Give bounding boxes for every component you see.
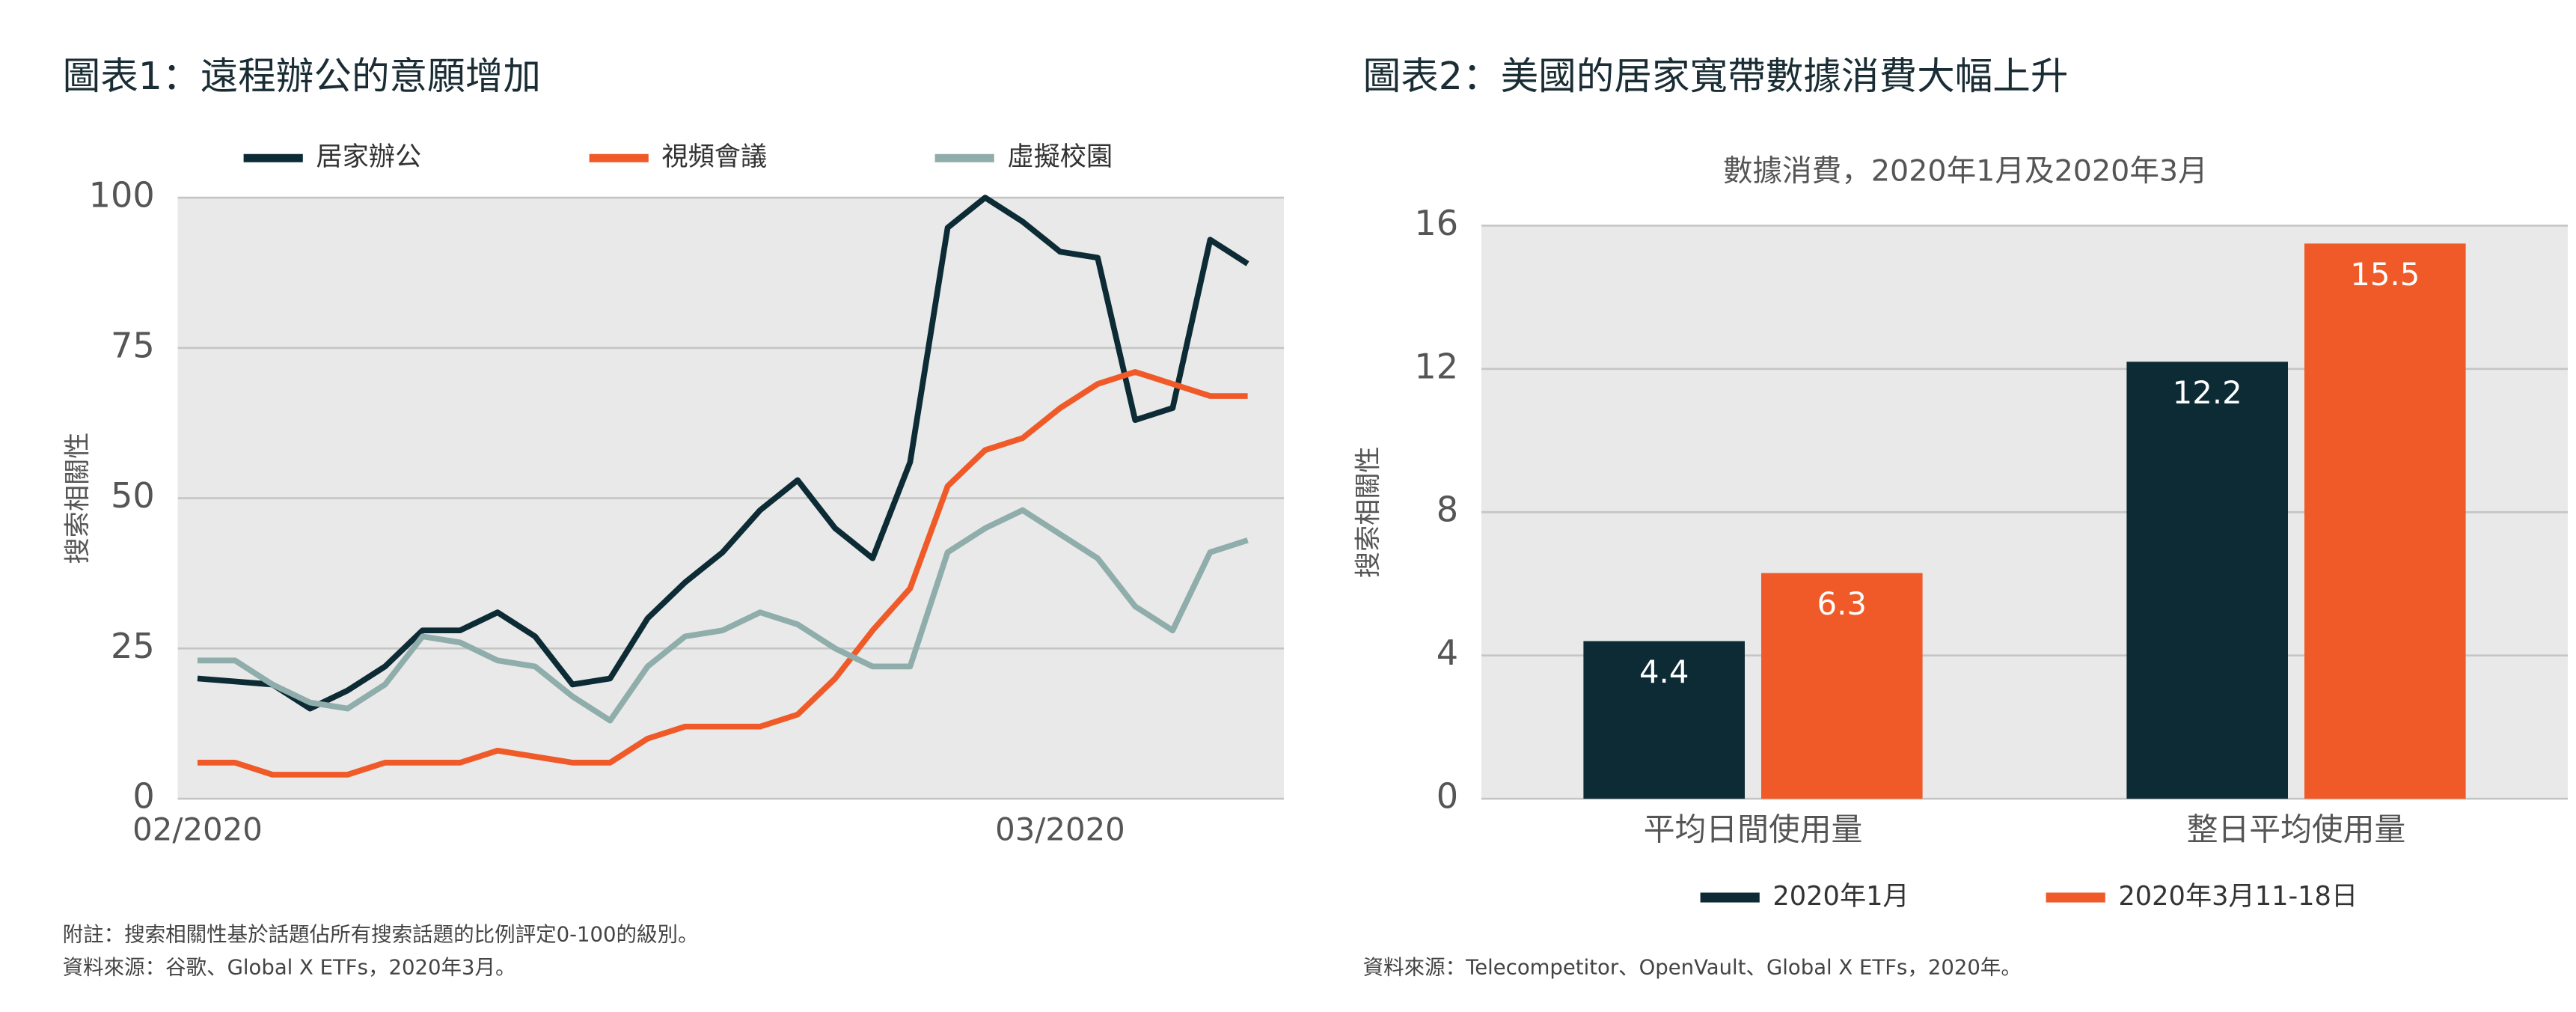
legend-label: 2020年3月11-18日 [2118,881,2358,912]
source: 資料來源：Telecompetitor、OpenVault、Global X E… [1363,956,2022,980]
y-tick-label: 4 [1437,632,1458,673]
bar [1761,573,1923,799]
chart-subtitle: 數據消費，2020年1月及2020年3月 [1723,154,2208,189]
x-tick-label: 整日平均使用量 [2187,811,2406,848]
chart-title: 圖表2：美國的居家寬帶數據消費大幅上升 [1363,54,2069,98]
y-tick-label: 25 [111,626,155,666]
line [197,195,1249,712]
x-tick-label: 02/2020 [132,811,263,848]
value-label: 6.3 [1817,585,1867,622]
chart-title: 圖表1：遠程辦公的意願增加 [63,54,541,98]
value-label: 15.5 [2350,256,2420,293]
source: 資料來源：谷歌、Global X ETFs，2020年3月。 [63,956,516,980]
y-tick-label: 0 [1437,776,1458,817]
x-tick-label: 平均日間使用量 [1644,811,1863,848]
y-tick-label: 12 [1414,346,1458,386]
legend-label: 虛擬校園 [1007,141,1113,172]
y-tick-label: 16 [1414,203,1458,243]
legend-label: 2020年1月 [1772,881,1909,912]
legend-label: 視頻會議 [661,141,767,172]
y-tick-label: 0 [132,776,154,817]
y-axis-label: 搜索相關性 [63,433,94,564]
bar [2304,243,2466,799]
footnote: 附註：搜索相關性基於話題佔所有搜索話題的比例評定0-100的級別。 [63,923,699,947]
y-axis-label: 搜索相關性 [1353,446,1383,578]
y-tick-label: 100 [89,175,155,216]
bar [2126,362,2288,799]
legend-label: 居家辦公 [316,141,421,172]
y-tick-label: 8 [1437,490,1458,530]
y-tick-label: 50 [111,475,155,516]
value-label: 4.4 [1639,653,1689,690]
x-tick-label: 03/2020 [995,811,1125,848]
line [198,507,1249,724]
bar [1583,641,1745,799]
value-label: 12.2 [2173,374,2242,411]
line [198,369,1248,778]
y-tick-label: 75 [111,325,155,365]
